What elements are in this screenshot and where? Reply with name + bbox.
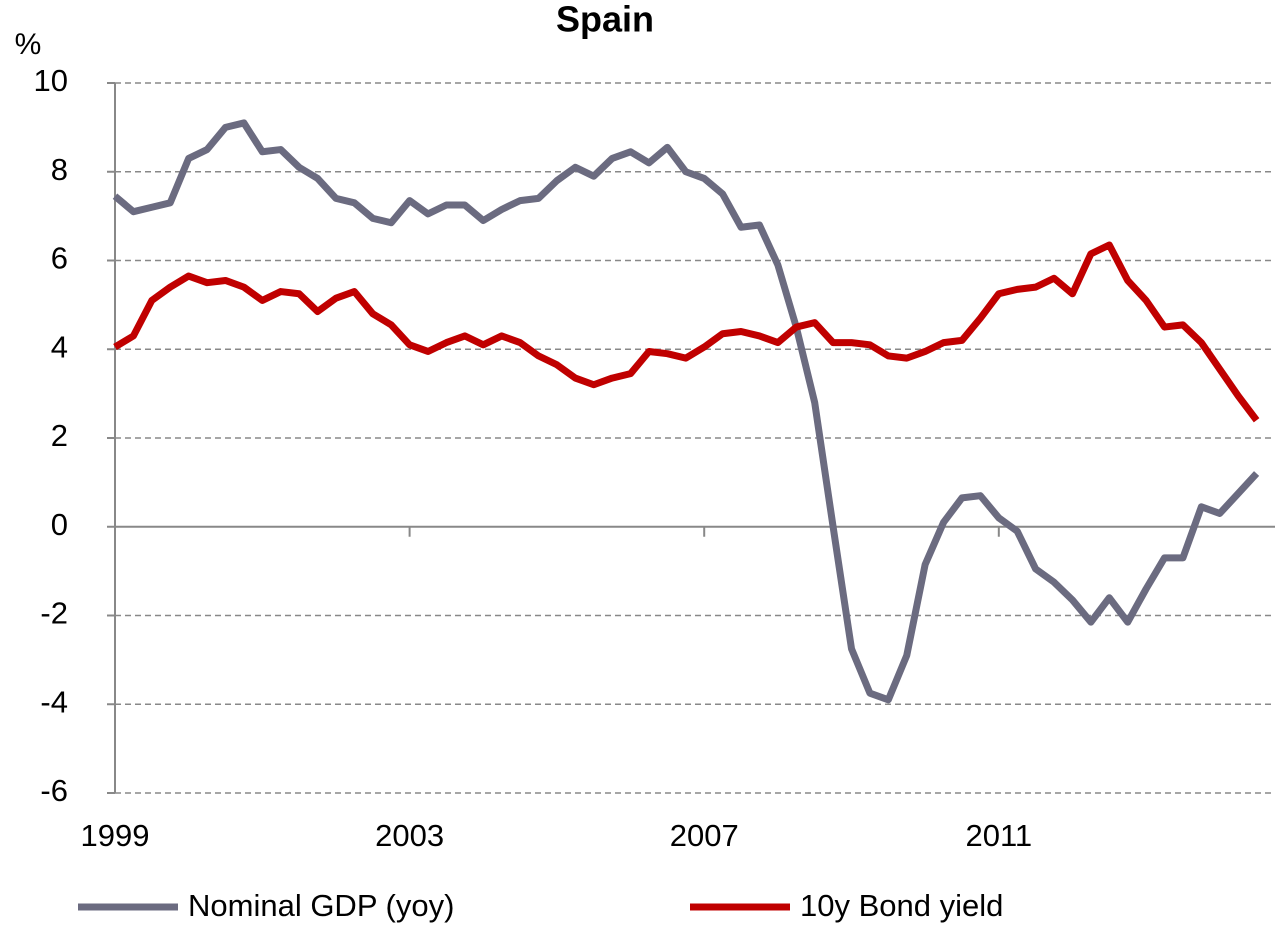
x-tick-label: 1999 bbox=[81, 818, 150, 853]
y-tick-label: -2 bbox=[40, 596, 68, 631]
legend-label: Nominal GDP (yoy) bbox=[188, 888, 454, 923]
y-tick-label: 2 bbox=[51, 418, 68, 453]
y-tick-label: -6 bbox=[40, 773, 68, 808]
y-axis-label: % bbox=[15, 28, 42, 61]
x-tick-label: 2007 bbox=[670, 818, 739, 853]
chart-title: Spain bbox=[556, 0, 654, 40]
series-line bbox=[113, 241, 1260, 423]
x-tick-label: 2003 bbox=[375, 818, 444, 853]
y-tick-label: -4 bbox=[40, 684, 68, 719]
x-tick-label: 2011 bbox=[965, 818, 1032, 853]
y-tick-label: 6 bbox=[51, 241, 68, 276]
y-tick-label: 8 bbox=[51, 152, 68, 187]
legend-label: 10y Bond yield bbox=[800, 888, 1003, 923]
y-tick-label: 10 bbox=[34, 63, 68, 98]
y-tick-label: 4 bbox=[51, 329, 68, 364]
y-tick-label: 0 bbox=[51, 507, 68, 542]
series-line bbox=[112, 119, 1260, 704]
